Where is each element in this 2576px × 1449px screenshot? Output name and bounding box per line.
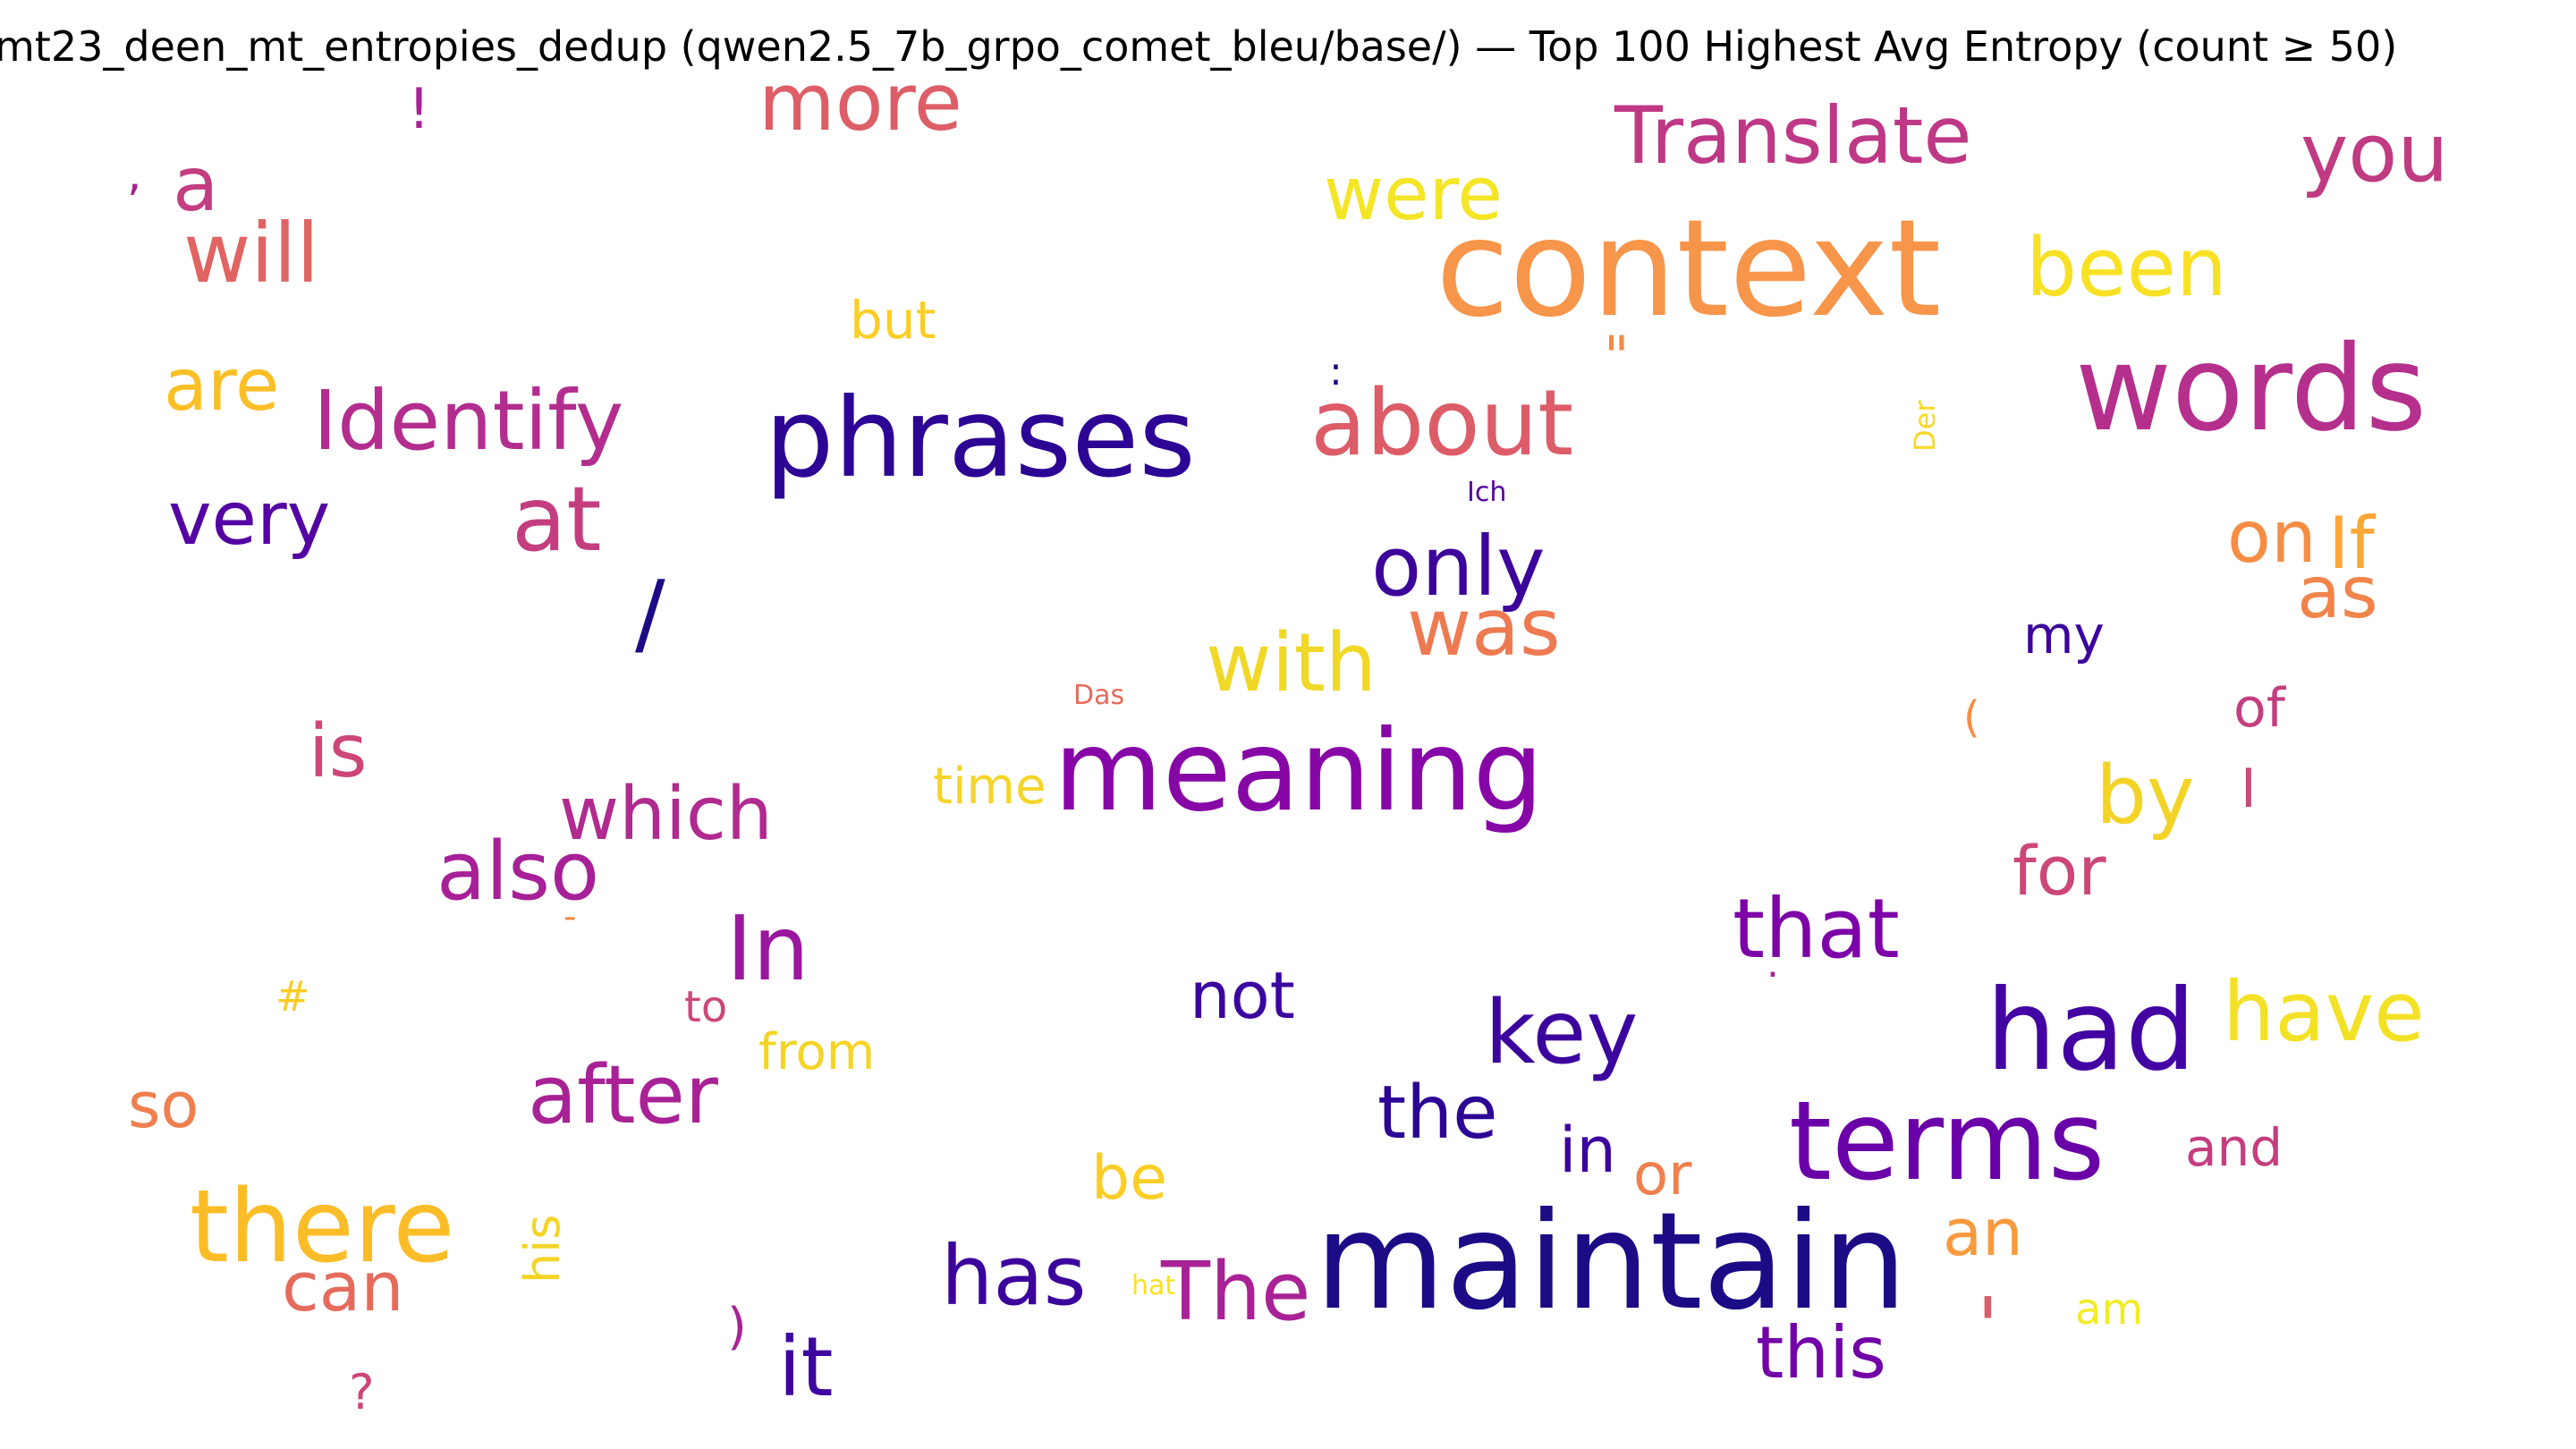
word-which-26: which	[559, 772, 773, 857]
word-or-48: or	[1633, 1142, 1692, 1208]
word-more-30: more	[758, 56, 962, 148]
word-punct59-59: "	[1604, 324, 1630, 389]
word-will-16: will	[183, 206, 319, 301]
word-words-3: words	[2075, 320, 2427, 458]
word-context-1: context	[1436, 191, 1941, 347]
word-in-13: In	[726, 896, 809, 1001]
word-time-53: time	[933, 758, 1046, 816]
word-hat-69: hat	[1131, 1270, 1175, 1301]
word-terms-5: terms	[1789, 1078, 2105, 1205]
word-on-37: on	[2227, 496, 2317, 579]
word-das-66: Das	[1073, 680, 1124, 711]
word-if-38: If	[2328, 502, 2377, 585]
word-punct63-63: )	[727, 1298, 747, 1356]
word-an-41: an	[1943, 1195, 2023, 1270]
word-for-42: for	[2012, 831, 2106, 911]
word-punct61-61: !	[408, 76, 430, 141]
word-punct73-73: .	[1767, 941, 1779, 987]
word-were-29: were	[1324, 152, 1503, 237]
word-there-7: there	[190, 1169, 454, 1285]
word-punct62-62: ?	[349, 1364, 375, 1420]
word-and-49: and	[2185, 1117, 2283, 1178]
word-by-28: by	[2096, 749, 2194, 843]
word-you-18: you	[2301, 106, 2448, 200]
word-to-57: to	[684, 982, 727, 1032]
word-a-40: a	[173, 140, 218, 228]
word-key-11: key	[1485, 982, 1639, 1084]
word-my-50: my	[2023, 605, 2105, 665]
word-der-68: Der	[1908, 400, 1942, 452]
word-are-35: are	[164, 343, 279, 427]
word-about-8: about	[1310, 370, 1573, 477]
word-is-34: is	[309, 709, 368, 794]
word-it-31: it	[778, 1319, 834, 1415]
word-of-54: of	[2233, 677, 2287, 740]
word-punct58-58: '	[1977, 1281, 1999, 1375]
word-am-56: am	[2075, 1284, 2143, 1335]
word-ich-67: Ich	[1467, 477, 1506, 508]
word-very-27: very	[168, 477, 330, 562]
word-i-60: I	[2241, 758, 2257, 820]
word-the-33: the	[1377, 1071, 1498, 1156]
word-identify-9: Identify	[313, 373, 623, 469]
word-punct71-71: -	[564, 896, 576, 937]
word-punct65-65: #	[275, 972, 310, 1021]
word-have-17: have	[2223, 964, 2425, 1060]
word-that-15: that	[1733, 881, 1900, 977]
word-so-46: so	[128, 1069, 199, 1142]
word-as-39: as	[2297, 551, 2378, 634]
word-be-47: be	[1091, 1143, 1167, 1214]
word-the-23: The	[1160, 1245, 1310, 1339]
word-only-14: only	[1371, 519, 1546, 614]
word-maintain-0: maintain	[1315, 1184, 1907, 1340]
word-his-55: his	[514, 1215, 571, 1284]
word-also-24: also	[436, 825, 599, 919]
word-punct72-72: :	[1329, 349, 1343, 394]
word-meaning-4: meaning	[1054, 707, 1544, 836]
word-phrases-2: phrases	[765, 375, 1196, 502]
word-in-45: in	[1559, 1114, 1616, 1187]
word-was-25: was	[1407, 581, 1561, 674]
word-at-12: at	[512, 467, 602, 572]
word-punct70-70: ,	[127, 148, 142, 201]
word-after-22: after	[528, 1048, 718, 1142]
word-has-21: has	[941, 1228, 1087, 1324]
word-punct64-64: (	[1963, 692, 1980, 742]
word-not-43: not	[1190, 958, 1295, 1033]
chart-title: mt23_deen_mt_entropies_dedup (qwen2.5_7b…	[0, 23, 2398, 71]
word-but-51: but	[850, 290, 936, 351]
word-from-52: from	[758, 1023, 875, 1081]
word-been-19: been	[2026, 221, 2227, 315]
word-had-6: had	[1986, 966, 2196, 1096]
word-translate-10: Translate	[1614, 89, 1972, 182]
word-with-20: with	[1206, 616, 1377, 710]
word-can-36: can	[282, 1247, 404, 1326]
word-punct44-44: /	[635, 561, 665, 665]
word-this-32: this	[1756, 1311, 1886, 1394]
